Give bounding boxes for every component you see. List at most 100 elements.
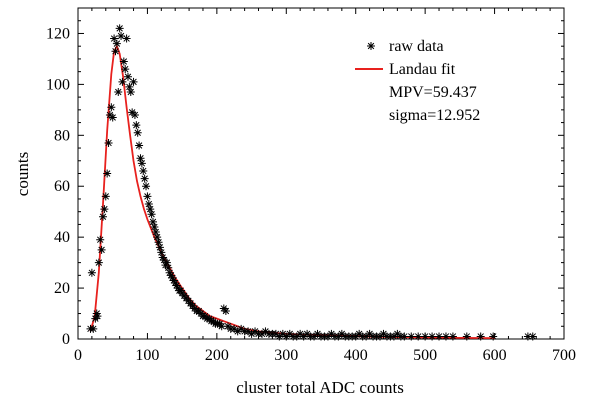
data-point: [171, 278, 180, 287]
data-point: [448, 332, 457, 341]
data-point: [118, 77, 127, 86]
data-point: [162, 258, 171, 267]
data-point: [143, 192, 152, 201]
data-point: [119, 57, 128, 66]
data-point: [110, 34, 119, 43]
data-point: [233, 327, 242, 336]
data-point: [400, 332, 409, 341]
data-point: [172, 281, 181, 290]
data-point: [132, 121, 141, 130]
data-point: [114, 88, 123, 97]
data-point: [104, 138, 113, 147]
data-point: [168, 273, 177, 282]
x-axis-title: cluster total ADC counts: [236, 378, 404, 397]
data-point: [153, 233, 162, 242]
data-point: [299, 332, 308, 341]
data-point: [164, 263, 173, 272]
data-point: [137, 159, 146, 168]
data-point: [142, 182, 151, 191]
data-point: [121, 65, 130, 74]
data-point: [123, 72, 132, 81]
x-axis: 0 100 200 300 400 500 600 700: [74, 8, 576, 364]
data-point: [117, 32, 126, 41]
x-tick-label: 300: [274, 347, 298, 364]
data-point: [351, 332, 360, 341]
x-tick-label: 0: [74, 347, 82, 364]
data-point: [100, 205, 109, 214]
data-point: [476, 332, 485, 341]
data-point: [237, 324, 246, 333]
data-point: [96, 235, 105, 244]
x-tick-label: 600: [483, 347, 507, 364]
data-point: [140, 174, 149, 183]
data-point: [489, 332, 498, 341]
data-point: [157, 248, 166, 257]
data-point: [112, 39, 121, 48]
legend-sigma: sigma=12.952: [389, 107, 480, 124]
data-point: [101, 192, 110, 201]
data-point: [103, 169, 112, 178]
data-point: [441, 332, 450, 341]
data-point: [296, 329, 305, 338]
data-point: [337, 329, 346, 338]
data-point: [98, 212, 107, 221]
data-point: [93, 312, 102, 321]
data-point: [523, 332, 532, 341]
data-point: [122, 34, 131, 43]
data-point: [278, 329, 287, 338]
data-point: [146, 205, 155, 214]
data-point: [221, 306, 230, 315]
data-point: [130, 110, 139, 119]
data-point: [108, 113, 117, 122]
data-point: [303, 329, 312, 338]
data-point: [115, 24, 124, 33]
data-point: [261, 327, 270, 336]
x-tick-label: 200: [205, 347, 229, 364]
data-point: [135, 141, 144, 150]
data-point: [97, 245, 106, 254]
data-point: [365, 329, 374, 338]
y-axis-title: counts: [13, 152, 32, 196]
x-tick-label: 700: [552, 347, 576, 364]
data-point: [251, 327, 260, 336]
data-point: [155, 243, 164, 252]
data-point: [393, 329, 402, 338]
x-tick-label: 400: [344, 347, 368, 364]
data-point: [148, 217, 157, 226]
data-point: [421, 332, 430, 341]
data-point: [87, 268, 96, 277]
data-point: [136, 154, 145, 163]
legend: raw data Landau fit MPV=59.437 sigma=12.…: [355, 38, 480, 124]
data-point: [176, 286, 185, 295]
data-point: [355, 329, 364, 338]
data-point: [139, 166, 148, 175]
plot-frame: [77, 7, 565, 340]
data-point: [292, 332, 301, 341]
legend-label-landau-fit: Landau fit: [389, 61, 456, 78]
data-point: [362, 332, 371, 341]
y-tick-label: 0: [62, 331, 70, 348]
legend-mpv: MPV=59.437: [389, 84, 477, 101]
data-point: [285, 329, 294, 338]
data-point: [129, 77, 138, 86]
data-point: [247, 329, 256, 338]
data-point: [150, 222, 159, 231]
data-point: [414, 332, 423, 341]
data-point: [379, 329, 388, 338]
y-tick-label: 80: [54, 127, 70, 144]
data-point: [244, 327, 253, 336]
x-tick-label: 100: [135, 347, 159, 364]
data-point: [389, 332, 398, 341]
data-point: [323, 332, 332, 341]
data-point: [89, 324, 98, 333]
data-point: [126, 88, 135, 97]
data-point: [435, 332, 444, 341]
data-point: [133, 128, 142, 137]
data-point: [282, 332, 291, 341]
x-tick-label: 500: [413, 347, 437, 364]
y-tick-label: 20: [54, 280, 70, 297]
data-point: [169, 276, 178, 285]
data-point: [257, 329, 266, 338]
legend-asterisk-icon: [367, 42, 375, 50]
